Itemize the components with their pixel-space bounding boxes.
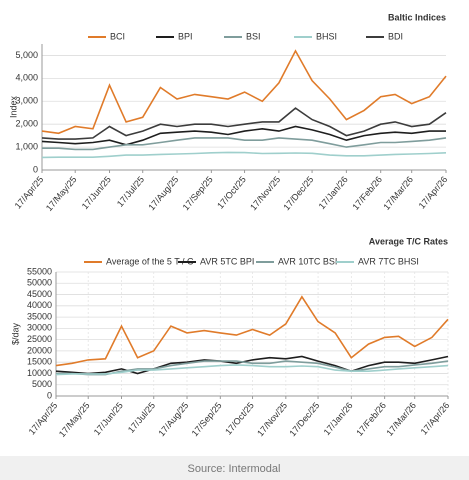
y-tick-label: 2,000 bbox=[15, 119, 38, 129]
y-tick-label: 40000 bbox=[27, 300, 52, 310]
series-line bbox=[55, 295, 449, 367]
y-tick-label: 25000 bbox=[27, 334, 52, 344]
chart-title: Average T/C Rates bbox=[369, 236, 448, 246]
y-tick-label: 5000 bbox=[32, 379, 52, 389]
y-tick-label: 30000 bbox=[27, 323, 52, 333]
y-tick-label: 5,000 bbox=[15, 50, 38, 60]
legend-label: Average of the 5 T / C bbox=[106, 256, 194, 266]
y-tick-label: 10000 bbox=[27, 368, 52, 378]
y-tick-label: 50000 bbox=[27, 278, 52, 288]
y-tick-label: 15000 bbox=[27, 357, 52, 367]
legend-label: AVR 5TC BPI bbox=[200, 256, 254, 266]
background bbox=[0, 0, 469, 456]
y-axis-label: $/day bbox=[10, 322, 20, 345]
y-tick-label: 3,000 bbox=[15, 96, 38, 106]
legend-label: BCI bbox=[110, 31, 125, 41]
series-line bbox=[55, 364, 449, 376]
y-tick-label: 45000 bbox=[27, 289, 52, 299]
series-line bbox=[41, 49, 447, 135]
series-line bbox=[56, 360, 449, 376]
series-line bbox=[42, 137, 447, 151]
chart-title: Baltic Indices bbox=[388, 12, 446, 22]
source: Source: Intermodal bbox=[188, 463, 281, 475]
y-tick-label: 0 bbox=[33, 164, 38, 174]
legend-label: BSI bbox=[246, 31, 261, 41]
legend-label: BPI bbox=[178, 31, 193, 41]
y-axis-label: Index bbox=[8, 95, 18, 118]
series-line bbox=[41, 107, 447, 140]
y-tick-label: 20000 bbox=[27, 345, 52, 355]
legend-label: AVR 10TC BSI bbox=[278, 256, 337, 266]
series-line bbox=[55, 355, 449, 375]
legend-label: BDI bbox=[388, 31, 403, 41]
legend-label: AVR 7TC BHSI bbox=[358, 256, 419, 266]
y-tick-label: 55000 bbox=[27, 266, 52, 276]
y-tick-label: 4,000 bbox=[15, 73, 38, 83]
footer-band bbox=[0, 456, 469, 480]
y-tick-label: 0 bbox=[47, 390, 52, 400]
y-tick-label: 35000 bbox=[27, 311, 52, 321]
legend-label: BHSI bbox=[316, 31, 337, 41]
y-tick-label: 1,000 bbox=[15, 141, 38, 151]
series-line bbox=[41, 151, 447, 159]
series-line bbox=[41, 125, 446, 146]
